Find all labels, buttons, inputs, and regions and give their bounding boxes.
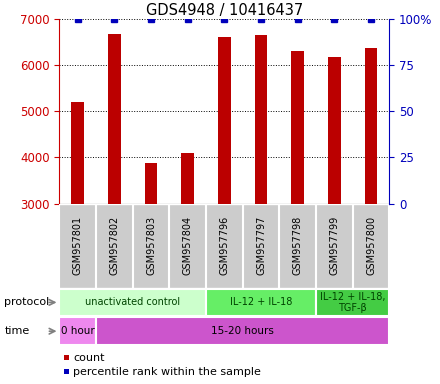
Bar [181, 153, 194, 204]
Text: count: count [73, 353, 105, 363]
Bar [365, 48, 378, 204]
Text: GSM957796: GSM957796 [220, 216, 229, 275]
Text: GSM957798: GSM957798 [293, 216, 303, 275]
Bar [145, 164, 158, 204]
Text: 0 hour: 0 hour [61, 326, 95, 336]
Bar [291, 51, 304, 204]
Bar [96, 317, 389, 345]
Bar [206, 289, 316, 316]
Text: IL-12 + IL-18,
TGF-β: IL-12 + IL-18, TGF-β [320, 291, 385, 313]
Text: percentile rank within the sample: percentile rank within the sample [73, 366, 261, 377]
Bar [71, 102, 84, 204]
Title: GDS4948 / 10416437: GDS4948 / 10416437 [146, 3, 303, 18]
Bar [59, 317, 96, 345]
Text: unactivated control: unactivated control [85, 297, 180, 308]
Text: IL-12 + IL-18: IL-12 + IL-18 [230, 297, 292, 308]
Bar [218, 37, 231, 204]
Text: GSM957797: GSM957797 [256, 216, 266, 275]
Text: GSM957802: GSM957802 [110, 216, 119, 275]
Bar [108, 34, 121, 204]
Bar [316, 289, 389, 316]
Text: GSM957799: GSM957799 [330, 216, 339, 275]
Text: GSM957803: GSM957803 [146, 216, 156, 275]
Text: 15-20 hours: 15-20 hours [211, 326, 274, 336]
Text: protocol: protocol [4, 297, 50, 308]
Bar [328, 56, 341, 204]
Text: GSM957801: GSM957801 [73, 216, 83, 275]
Bar [255, 35, 268, 204]
Text: GSM957800: GSM957800 [366, 216, 376, 275]
Text: GSM957804: GSM957804 [183, 216, 193, 275]
Text: time: time [4, 326, 29, 336]
Bar [59, 289, 206, 316]
